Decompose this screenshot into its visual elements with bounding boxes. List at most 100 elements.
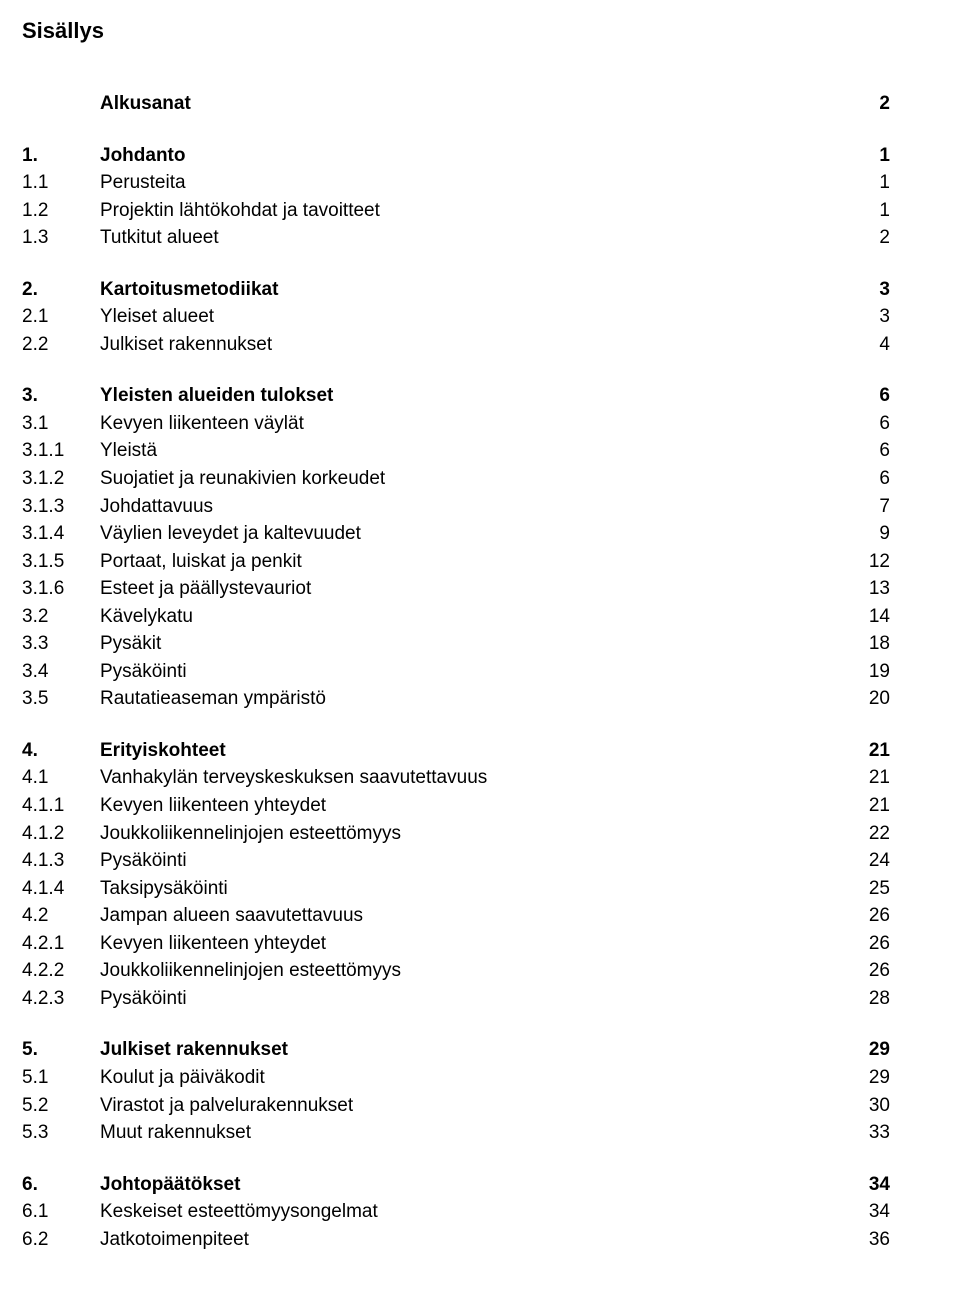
toc-text: Tutkitut alueet [100, 224, 850, 252]
toc-number: 5.1 [22, 1064, 100, 1092]
toc-text: Kevyen liikenteen yhteydet [100, 930, 850, 958]
toc-text: Kevyen liikenteen väylät [100, 410, 850, 438]
toc-row: 3.1.4Väylien leveydet ja kaltevuudet9 [22, 520, 890, 548]
toc-number: 3.1 [22, 410, 100, 438]
toc-page: 9 [850, 520, 890, 548]
toc-page: 26 [850, 930, 890, 958]
toc-text: Muut rakennukset [100, 1119, 850, 1147]
toc-number: 4.1.1 [22, 792, 100, 820]
section-gap [22, 252, 890, 276]
toc-text: Rautatieaseman ympäristö [100, 685, 850, 713]
toc-text: Virastot ja palvelurakennukset [100, 1092, 850, 1120]
toc-text: Keskeiset esteettömyysongelmat [100, 1198, 850, 1226]
toc-text: Kävelykatu [100, 603, 850, 631]
toc-page: 12 [850, 548, 890, 576]
toc-row: 2.2Julkiset rakennukset4 [22, 331, 890, 359]
toc-page: 7 [850, 493, 890, 521]
toc-page: 1 [850, 169, 890, 197]
toc-row: 2.Kartoitusmetodiikat3 [22, 276, 890, 304]
toc-text: Vanhakylän terveyskeskuksen saavutettavu… [100, 764, 850, 792]
toc-page: 6 [850, 410, 890, 438]
toc-row: 3.4Pysäköinti19 [22, 658, 890, 686]
toc-number: 1.3 [22, 224, 100, 252]
toc-row: 1.3Tutkitut alueet2 [22, 224, 890, 252]
table-of-contents: Alkusanat21.Johdanto11.1Perusteita11.2Pr… [22, 66, 890, 1253]
toc-page: 19 [850, 658, 890, 686]
toc-text: Jampan alueen saavutettavuus [100, 902, 850, 930]
toc-page: 3 [850, 276, 890, 304]
toc-number: 3.1.3 [22, 493, 100, 521]
toc-number: 5.3 [22, 1119, 100, 1147]
toc-row: 4.2Jampan alueen saavutettavuus26 [22, 902, 890, 930]
toc-number: 4.2.2 [22, 957, 100, 985]
toc-page: 28 [850, 985, 890, 1013]
toc-text: Johdattavuus [100, 493, 850, 521]
toc-row: 4.1.4Taksipysäköinti25 [22, 875, 890, 903]
toc-page: 18 [850, 630, 890, 658]
toc-row: 5.Julkiset rakennukset29 [22, 1036, 890, 1064]
toc-row: 4.1.1Kevyen liikenteen yhteydet21 [22, 792, 890, 820]
toc-number: 1.1 [22, 169, 100, 197]
toc-page: 26 [850, 957, 890, 985]
toc-page: 21 [850, 764, 890, 792]
toc-row: 3.Yleisten alueiden tulokset6 [22, 382, 890, 410]
section-gap [22, 66, 890, 90]
toc-page: 14 [850, 603, 890, 631]
toc-text: Portaat, luiskat ja penkit [100, 548, 850, 576]
toc-text: Yleistä [100, 437, 850, 465]
toc-page: 29 [850, 1064, 890, 1092]
toc-page: 6 [850, 465, 890, 493]
toc-row: 4.1Vanhakylän terveyskeskuksen saavutett… [22, 764, 890, 792]
toc-number: 3.1.6 [22, 575, 100, 603]
toc-row: 5.3Muut rakennukset33 [22, 1119, 890, 1147]
toc-page: 36 [850, 1226, 890, 1254]
toc-text: Joukkoliikennelinjojen esteettömyys [100, 820, 850, 848]
toc-page: 29 [850, 1036, 890, 1064]
toc-text: Erityiskohteet [100, 737, 850, 765]
toc-number: 5. [22, 1036, 100, 1064]
toc-number: 6. [22, 1171, 100, 1199]
toc-row: 4.2.3Pysäköinti28 [22, 985, 890, 1013]
toc-row: 5.2Virastot ja palvelurakennukset30 [22, 1092, 890, 1120]
toc-number: 3.3 [22, 630, 100, 658]
toc-number: 4.2.3 [22, 985, 100, 1013]
toc-page: 4 [850, 331, 890, 359]
toc-row: 3.1Kevyen liikenteen väylät6 [22, 410, 890, 438]
toc-text: Jatkotoimenpiteet [100, 1226, 850, 1254]
toc-number: 3. [22, 382, 100, 410]
toc-page: 13 [850, 575, 890, 603]
toc-row: 4.1.2Joukkoliikennelinjojen esteettömyys… [22, 820, 890, 848]
toc-row: 3.1.3Johdattavuus7 [22, 493, 890, 521]
toc-text: Kevyen liikenteen yhteydet [100, 792, 850, 820]
toc-row: 4.2.2Joukkoliikennelinjojen esteettömyys… [22, 957, 890, 985]
toc-page: 34 [850, 1198, 890, 1226]
toc-text: Esteet ja päällystevauriot [100, 575, 850, 603]
toc-page: 21 [850, 737, 890, 765]
toc-number: 1.2 [22, 197, 100, 225]
toc-number: 4.1.3 [22, 847, 100, 875]
toc-number: 1. [22, 142, 100, 170]
toc-number: 3.1.2 [22, 465, 100, 493]
toc-page: 25 [850, 875, 890, 903]
toc-number: 5.2 [22, 1092, 100, 1120]
toc-number: 3.1.1 [22, 437, 100, 465]
toc-number: 2. [22, 276, 100, 304]
toc-row: 6.1Keskeiset esteettömyysongelmat34 [22, 1198, 890, 1226]
toc-page: 34 [850, 1171, 890, 1199]
toc-text: Koulut ja päiväkodit [100, 1064, 850, 1092]
section-gap [22, 118, 890, 142]
toc-row: 1.1Perusteita1 [22, 169, 890, 197]
toc-page: 24 [850, 847, 890, 875]
section-gap [22, 713, 890, 737]
toc-number: 4.1.2 [22, 820, 100, 848]
toc-number: 4.2.1 [22, 930, 100, 958]
toc-text: Projektin lähtökohdat ja tavoitteet [100, 197, 850, 225]
toc-page: 1 [850, 142, 890, 170]
toc-text: Perusteita [100, 169, 850, 197]
toc-row: 3.3Pysäkit18 [22, 630, 890, 658]
toc-page: 1 [850, 197, 890, 225]
toc-page: 2 [850, 90, 890, 118]
toc-number: 4.1.4 [22, 875, 100, 903]
toc-page: 6 [850, 437, 890, 465]
toc-row: 2.1Yleiset alueet3 [22, 303, 890, 331]
